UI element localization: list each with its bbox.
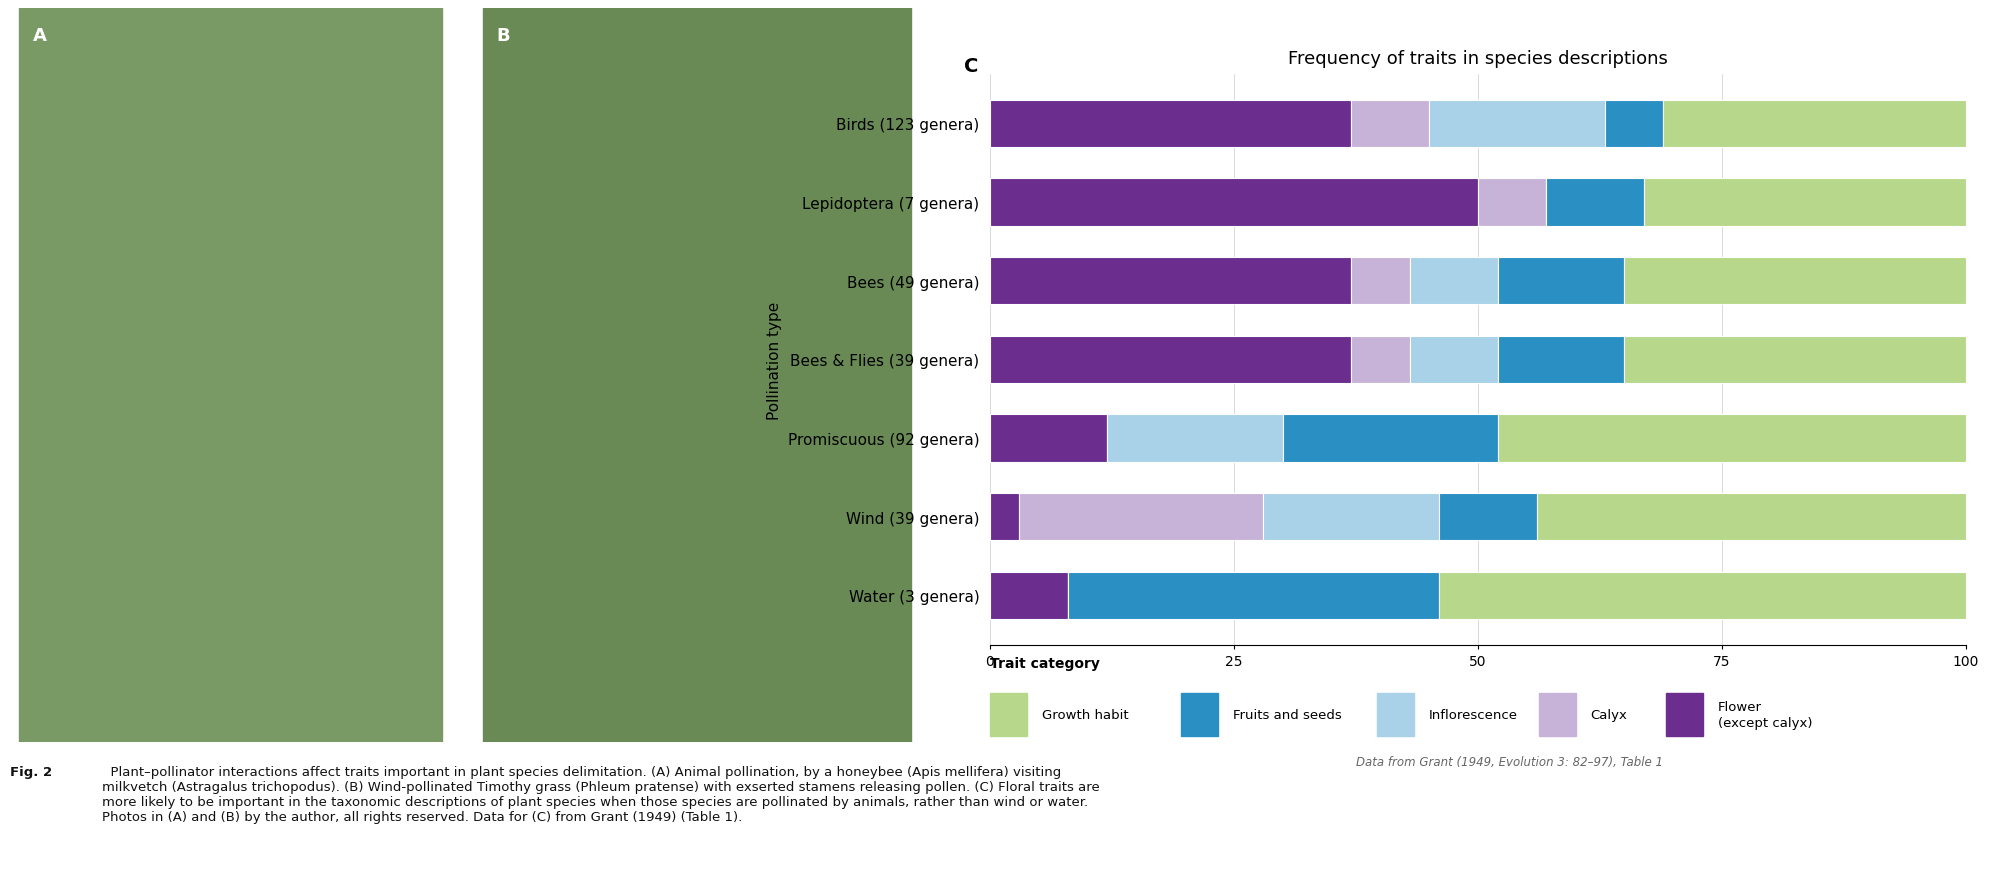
Bar: [1538, 694, 1576, 736]
Bar: [1438, 572, 1966, 619]
Bar: [1498, 415, 1966, 462]
Text: Calyx: Calyx: [1590, 708, 1628, 721]
Bar: [1546, 179, 1644, 227]
Bar: [1438, 493, 1536, 541]
Bar: [1182, 694, 1218, 736]
Y-axis label: Pollination type: Pollination type: [768, 301, 782, 419]
Bar: [990, 179, 1478, 227]
Bar: [1498, 258, 1624, 305]
Bar: [1624, 336, 1966, 384]
Text: Data from Grant (1949, Evolution 3: 82–97), Table 1: Data from Grant (1949, Evolution 3: 82–9…: [1356, 755, 1664, 768]
Bar: [990, 572, 1068, 619]
Bar: [1478, 179, 1546, 227]
Text: Plant–pollinator interactions affect traits important in plant species delimitat: Plant–pollinator interactions affect tra…: [102, 766, 1100, 824]
Bar: [1352, 258, 1410, 305]
Text: Fruits and seeds: Fruits and seeds: [1234, 708, 1342, 721]
Bar: [20, 9, 442, 742]
Bar: [1664, 101, 1966, 148]
Text: C: C: [964, 57, 978, 76]
Bar: [990, 101, 1352, 148]
Bar: [990, 336, 1352, 384]
Text: A: A: [32, 27, 46, 45]
Bar: [1410, 258, 1498, 305]
Text: Trait category: Trait category: [990, 657, 1100, 671]
Text: Flower
(except calyx): Flower (except calyx): [1718, 700, 1812, 729]
Bar: [990, 493, 1020, 541]
Bar: [990, 694, 1028, 736]
Bar: [484, 9, 910, 742]
Bar: [1498, 336, 1624, 384]
Bar: [1536, 493, 1966, 541]
Bar: [1352, 336, 1410, 384]
Bar: [1666, 694, 1704, 736]
Bar: [1410, 336, 1498, 384]
Bar: [990, 415, 1108, 462]
Bar: [1604, 101, 1664, 148]
Title: Frequency of traits in species descriptions: Frequency of traits in species descripti…: [1288, 49, 1668, 68]
Text: B: B: [496, 27, 510, 45]
Bar: [1108, 415, 1282, 462]
Bar: [1264, 493, 1438, 541]
Text: Inflorescence: Inflorescence: [1430, 708, 1518, 721]
Bar: [1352, 101, 1430, 148]
Bar: [1378, 694, 1414, 736]
Text: Growth habit: Growth habit: [1042, 708, 1128, 721]
Bar: [1282, 415, 1498, 462]
Bar: [990, 258, 1352, 305]
Bar: [1624, 258, 1966, 305]
Bar: [1430, 101, 1604, 148]
Bar: [1068, 572, 1438, 619]
Text: Fig. 2: Fig. 2: [10, 766, 52, 779]
Bar: [1020, 493, 1264, 541]
Bar: [1644, 179, 1966, 227]
